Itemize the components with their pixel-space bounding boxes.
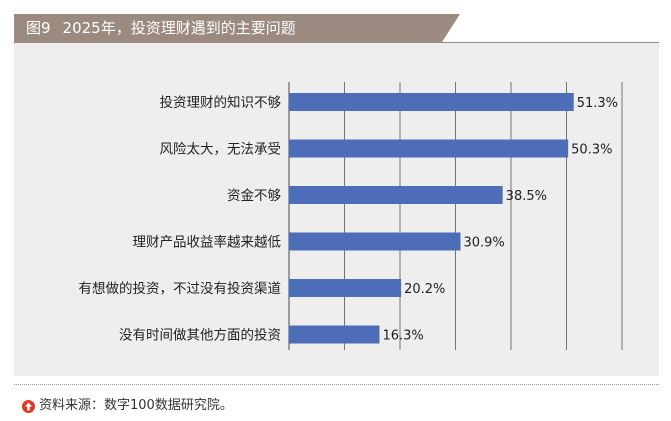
title-underline xyxy=(14,42,659,43)
data-label: 51.3% xyxy=(577,96,618,111)
arrow-up-circle-icon xyxy=(22,399,35,413)
category-label: 没有时间做其他方面的投资 xyxy=(119,328,281,344)
data-label: 16.3% xyxy=(382,329,423,344)
data-label: 30.9% xyxy=(463,236,504,251)
category-label: 风险太大，无法承受 xyxy=(160,142,282,158)
data-label: 20.2% xyxy=(404,282,445,297)
title-bar: 图9 2025年，投资理财遇到的主要问题 xyxy=(14,14,460,42)
divider xyxy=(14,384,659,385)
bar xyxy=(289,325,380,344)
bar xyxy=(289,93,574,111)
figure-title: 2025年，投资理财遇到的主要问题 xyxy=(62,19,296,37)
category-label: 资金不够 xyxy=(227,188,281,204)
chart-title: 图9 2025年，投资理财遇到的主要问题 xyxy=(26,14,296,42)
bar xyxy=(289,186,503,204)
figure-number: 图9 xyxy=(26,19,51,37)
source-text: 资料来源：数字100数据研究院。 xyxy=(39,398,233,413)
category-label: 有想做的投资，不过没有投资渠道 xyxy=(79,281,282,297)
category-label: 理财产品收益率越来越低 xyxy=(133,234,282,251)
bar xyxy=(289,279,402,297)
bar xyxy=(289,139,569,158)
data-label: 50.3% xyxy=(571,143,612,158)
source-note: 资料来源：数字100数据研究院。 xyxy=(22,398,233,414)
data-label: 38.5% xyxy=(506,189,547,204)
bar xyxy=(289,232,461,251)
category-label: 投资理财的知识不够 xyxy=(160,94,282,111)
